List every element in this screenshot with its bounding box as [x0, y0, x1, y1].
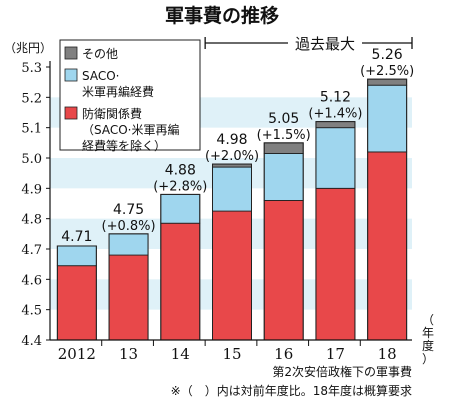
x-axis-unit-char: 度: [422, 338, 434, 353]
bar-value-label: 5.05: [268, 111, 299, 127]
x-axis: 2012 13 14 15 16 17 18 （年度）: [50, 313, 434, 366]
bar-segment: [108, 233, 149, 256]
bar-value-label: 4.71: [61, 229, 92, 245]
y-tick-label: 5.3: [21, 61, 42, 76]
bar-change-label: (+2.8%): [153, 179, 207, 194]
legend-label: その他: [82, 47, 118, 61]
bar-segment: [263, 142, 304, 154]
bar-segment: [263, 200, 304, 341]
bar-segment: [160, 222, 201, 341]
bar-change-label: (+1.5%): [257, 128, 311, 143]
x-tick-label: 18: [378, 345, 397, 363]
legend-label: 経費等を除く）: [82, 138, 166, 153]
legend-swatch: [64, 106, 78, 120]
bar-value-label: 5.12: [320, 90, 351, 106]
chart-title: 軍事費の推移: [165, 4, 279, 27]
y-tick-label: 4.6: [21, 273, 42, 288]
x-tick-label: 14: [171, 345, 190, 363]
bar-segment: [56, 265, 97, 341]
bar-change-label: (+2.0%): [205, 149, 259, 164]
bar-change-label: (+1.4%): [308, 107, 362, 122]
abe-era-label: 第2次安倍政権下の軍事費: [272, 364, 412, 379]
x-axis-unit-char: （: [422, 313, 434, 327]
bar-segment: [160, 193, 201, 224]
y-tick-label: 5.1: [21, 122, 42, 137]
footnote: ※（ ）内は対前年度比。18年度は概算要求: [171, 383, 412, 398]
legend-label: SACO·: [82, 69, 119, 83]
y-tick-label: 4.9: [21, 182, 42, 197]
y-tick-label: 5.0: [21, 152, 42, 167]
y-tick-label: 4.8: [21, 213, 42, 228]
bar-value-label: 4.75: [113, 202, 144, 218]
x-tick-label: 16: [274, 345, 293, 363]
x-axis-unit-label: （年度）: [422, 313, 434, 366]
bar-segment: [315, 121, 356, 129]
bar-segment: [56, 245, 97, 267]
x-axis-unit-char: ）: [422, 352, 434, 366]
bar-segment: [367, 84, 408, 153]
x-axis-unit-char: 年: [422, 326, 434, 340]
bar-value-label: 4.98: [216, 132, 247, 148]
bar-segment: [367, 78, 408, 86]
y-tick-label: 4.5: [21, 304, 42, 319]
x-tick-label: 2012: [58, 345, 96, 363]
x-tick-label: 15: [222, 345, 241, 363]
bar-segment: [108, 254, 149, 341]
bar-segment: [315, 127, 356, 189]
y-axis: 4.4 4.5 4.6 4.7 4.8 4.9 5.0 5.1 5.2 5.3: [21, 61, 51, 349]
y-axis-unit-label: （兆円）: [4, 41, 52, 55]
bar-change-label: (+0.8%): [102, 219, 156, 234]
legend-swatch: [64, 68, 78, 82]
value-labels: 4.71 4.75(+0.8%) 4.88(+2.8%) 4.98(+2.0%) 5.0…: [61, 47, 414, 245]
bar-segment: [212, 166, 252, 212]
bar-value-label: 4.88: [165, 162, 196, 178]
bar-change-label: (+2.5%): [360, 64, 414, 79]
legend-label: 防衛関係費: [82, 106, 142, 121]
y-tick-label: 5.2: [21, 91, 42, 106]
legend-label: 米軍再編経費: [82, 84, 154, 99]
bar-segment: [315, 187, 356, 341]
legend-swatch: [64, 46, 78, 60]
bars: [56, 78, 408, 341]
y-tick-label: 4.7: [21, 243, 42, 258]
bar-segment: [367, 151, 408, 341]
legend-label: （SACO·米軍再編: [82, 122, 179, 137]
legend-box: [59, 39, 201, 151]
y-tick-label: 4.4: [21, 334, 42, 349]
x-tick-label: 17: [326, 345, 345, 363]
x-tick-label: 13: [119, 345, 138, 363]
bar-value-label: 5.26: [372, 47, 403, 63]
bar-segment: [212, 210, 252, 341]
bar-segment: [263, 152, 304, 201]
record-high-label: 過去最大: [295, 35, 355, 53]
